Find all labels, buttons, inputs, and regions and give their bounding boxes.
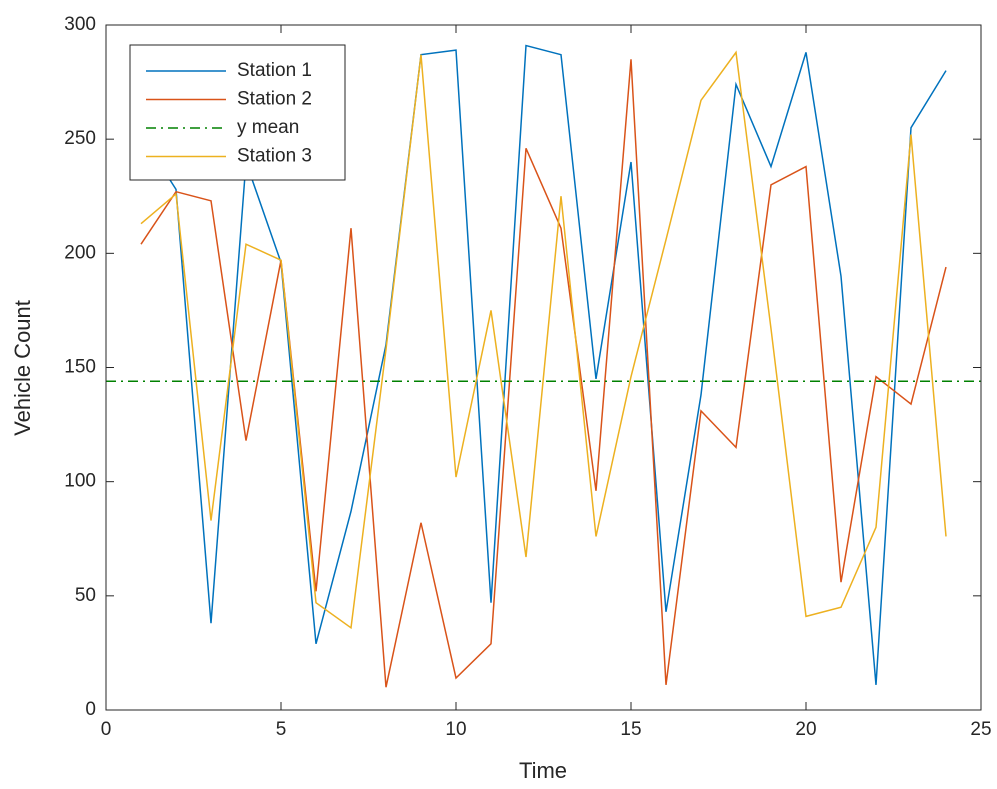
x-tick-label: 5 xyxy=(276,719,287,740)
y-tick-label: 50 xyxy=(75,585,96,606)
x-axis-label: Time xyxy=(519,758,567,783)
x-tick-label: 20 xyxy=(795,719,816,740)
y-tick-label: 300 xyxy=(64,14,96,35)
y-tick-label: 100 xyxy=(64,471,96,492)
x-tick-label: 0 xyxy=(101,719,112,740)
legend-label: Station 2 xyxy=(237,89,312,110)
legend-label: Station 1 xyxy=(237,60,312,81)
y-tick-label: 250 xyxy=(64,128,96,149)
x-tick-label: 10 xyxy=(445,719,466,740)
x-tick-label: 25 xyxy=(970,719,991,740)
y-tick-label: 150 xyxy=(64,357,96,378)
legend-label: y mean xyxy=(237,117,299,138)
x-tick-label: 15 xyxy=(620,719,641,740)
legend-label: Station 3 xyxy=(237,146,312,167)
series-line xyxy=(140,44,947,685)
y-axis-label: Vehicle Count xyxy=(10,300,35,436)
plot-frame xyxy=(105,24,982,711)
legend-box xyxy=(129,44,346,181)
series-line xyxy=(140,59,947,688)
y-tick-label: 200 xyxy=(64,242,96,263)
series-line xyxy=(140,50,947,630)
y-tick-label: 0 xyxy=(85,699,96,720)
